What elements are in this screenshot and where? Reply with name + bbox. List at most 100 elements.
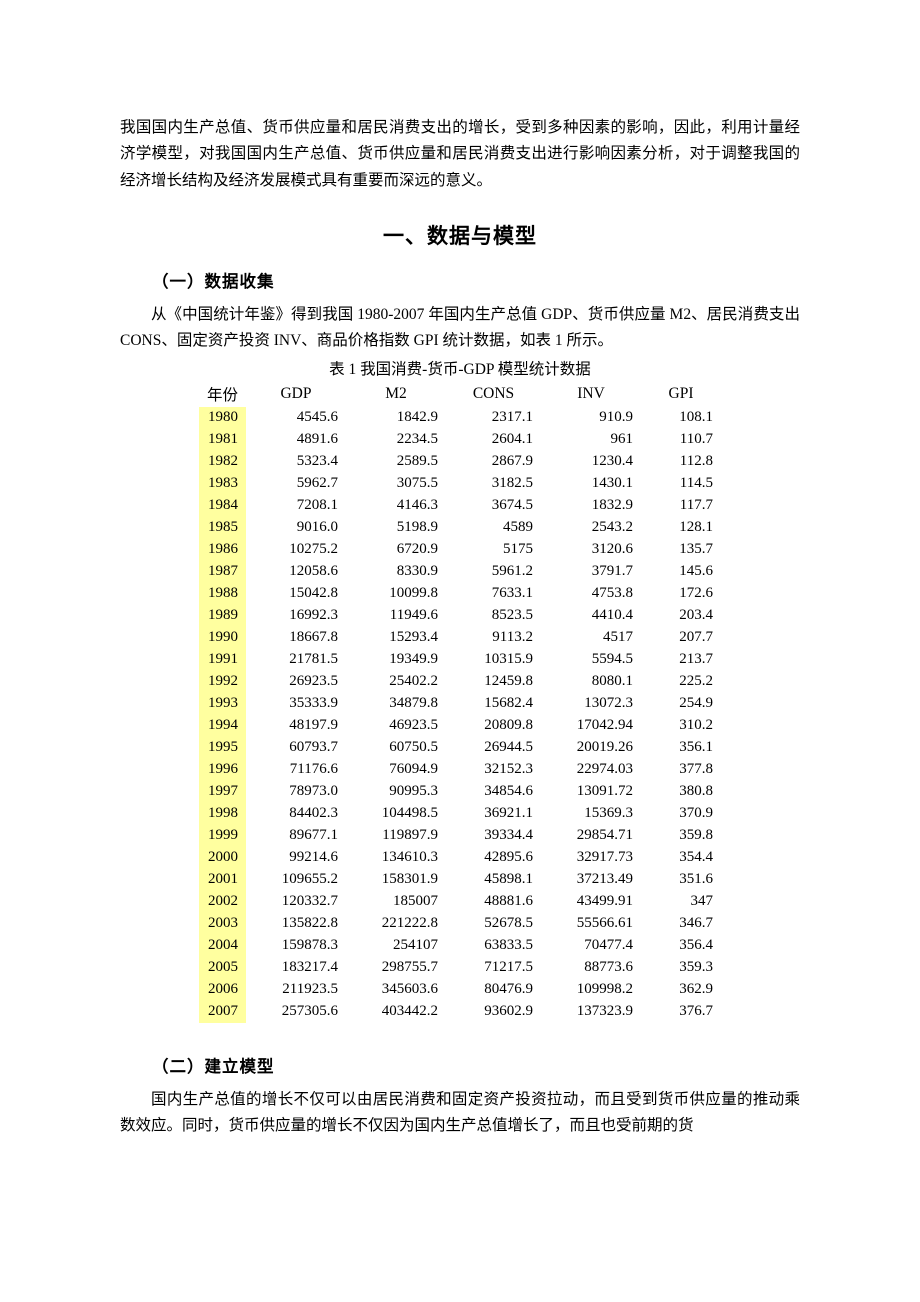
table-row: 199560793.760750.526944.520019.26356.1 xyxy=(199,737,721,759)
year-cell: 1991 xyxy=(199,649,246,671)
col-header-gpi: GPI xyxy=(641,381,721,407)
data-cell: 19349.9 xyxy=(346,649,446,671)
year-cell: 2001 xyxy=(199,869,246,891)
data-cell: 29854.71 xyxy=(541,825,641,847)
data-cell: 211923.5 xyxy=(246,979,346,1001)
data-cell: 4753.8 xyxy=(541,583,641,605)
data-cell: 12459.8 xyxy=(446,671,541,693)
data-cell: 3120.6 xyxy=(541,539,641,561)
data-cell: 25402.2 xyxy=(346,671,446,693)
data-cell: 99214.6 xyxy=(246,847,346,869)
data-cell: 351.6 xyxy=(641,869,721,891)
table-row: 2002120332.718500748881.643499.91347 xyxy=(199,891,721,913)
data-cell: 7208.1 xyxy=(246,495,346,517)
year-cell: 1992 xyxy=(199,671,246,693)
data-cell: 4891.6 xyxy=(246,429,346,451)
data-cell: 15293.4 xyxy=(346,627,446,649)
data-cell: 3791.7 xyxy=(541,561,641,583)
year-cell: 1988 xyxy=(199,583,246,605)
year-cell: 1999 xyxy=(199,825,246,847)
data-cell: 359.3 xyxy=(641,957,721,979)
table-row: 198815042.810099.87633.14753.8172.6 xyxy=(199,583,721,605)
data-cell: 109998.2 xyxy=(541,979,641,1001)
data-cell: 362.9 xyxy=(641,979,721,1001)
table-row: 199884402.3104498.536921.115369.3370.9 xyxy=(199,803,721,825)
year-cell: 1997 xyxy=(199,781,246,803)
data-cell: 183217.4 xyxy=(246,957,346,979)
data-cell: 52678.5 xyxy=(446,913,541,935)
data-cell: 22974.03 xyxy=(541,759,641,781)
data-cell: 120332.7 xyxy=(246,891,346,913)
data-cell: 89677.1 xyxy=(246,825,346,847)
data-cell: 172.6 xyxy=(641,583,721,605)
data-cell: 10275.2 xyxy=(246,539,346,561)
subsection-1-title: （一）数据收集 xyxy=(120,268,800,292)
data-cell: 4410.4 xyxy=(541,605,641,627)
data-cell: 20019.26 xyxy=(541,737,641,759)
data-cell: 15682.4 xyxy=(446,693,541,715)
data-cell: 3674.5 xyxy=(446,495,541,517)
data-cell: 80476.9 xyxy=(446,979,541,1001)
table-row: 19847208.14146.33674.51832.9117.7 xyxy=(199,495,721,517)
data-cell: 71176.6 xyxy=(246,759,346,781)
data-cell: 37213.49 xyxy=(541,869,641,891)
data-cell: 13072.3 xyxy=(541,693,641,715)
table-row: 199226923.525402.212459.88080.1225.2 xyxy=(199,671,721,693)
data-cell: 345603.6 xyxy=(346,979,446,1001)
data-cell: 346.7 xyxy=(641,913,721,935)
year-cell: 1981 xyxy=(199,429,246,451)
table-row: 2007257305.6403442.293602.9137323.9376.7 xyxy=(199,1001,721,1023)
data-cell: 55566.61 xyxy=(541,913,641,935)
year-cell: 2003 xyxy=(199,913,246,935)
data-cell: 76094.9 xyxy=(346,759,446,781)
table-header-row: 年份 GDP M2 CONS INV GPI xyxy=(199,381,721,407)
data-cell: 34879.8 xyxy=(346,693,446,715)
data-cell: 9016.0 xyxy=(246,517,346,539)
data-cell: 9113.2 xyxy=(446,627,541,649)
table-row: 199335333.934879.815682.413072.3254.9 xyxy=(199,693,721,715)
data-cell: 4589 xyxy=(446,517,541,539)
data-cell: 2867.9 xyxy=(446,451,541,473)
table-row: 19804545.61842.92317.1910.9108.1 xyxy=(199,407,721,429)
data-intro-paragraph: 从《中国统计年鉴》得到我国 1980-2007 年国内生产总值 GDP、货币供应… xyxy=(120,302,800,355)
data-cell: 35333.9 xyxy=(246,693,346,715)
data-cell: 6720.9 xyxy=(346,539,446,561)
data-cell: 21781.5 xyxy=(246,649,346,671)
data-cell: 13091.72 xyxy=(541,781,641,803)
table-row: 199989677.1119897.939334.429854.71359.8 xyxy=(199,825,721,847)
data-cell: 11949.6 xyxy=(346,605,446,627)
col-header-m2: M2 xyxy=(346,381,446,407)
data-cell: 2234.5 xyxy=(346,429,446,451)
data-cell: 15369.3 xyxy=(541,803,641,825)
section-title: 一、数据与模型 xyxy=(120,220,800,250)
data-cell: 910.9 xyxy=(541,407,641,429)
data-cell: 377.8 xyxy=(641,759,721,781)
data-cell: 213.7 xyxy=(641,649,721,671)
data-cell: 403442.2 xyxy=(346,1001,446,1023)
year-cell: 1985 xyxy=(199,517,246,539)
data-cell: 84402.3 xyxy=(246,803,346,825)
year-cell: 1980 xyxy=(199,407,246,429)
table-row: 2001109655.2158301.945898.137213.49351.6 xyxy=(199,869,721,891)
year-cell: 1986 xyxy=(199,539,246,561)
data-cell: 137323.9 xyxy=(541,1001,641,1023)
data-cell: 2317.1 xyxy=(446,407,541,429)
table-row: 199018667.815293.49113.24517207.7 xyxy=(199,627,721,649)
data-cell: 4545.6 xyxy=(246,407,346,429)
data-cell: 117.7 xyxy=(641,495,721,517)
data-cell: 356.4 xyxy=(641,935,721,957)
data-cell: 119897.9 xyxy=(346,825,446,847)
table-body: 19804545.61842.92317.1910.9108.119814891… xyxy=(199,407,721,1023)
data-cell: 109655.2 xyxy=(246,869,346,891)
data-cell: 7633.1 xyxy=(446,583,541,605)
data-cell: 32152.3 xyxy=(446,759,541,781)
table-row: 199448197.946923.520809.817042.94310.2 xyxy=(199,715,721,737)
data-cell: 135.7 xyxy=(641,539,721,561)
table-row: 2004159878.325410763833.570477.4356.4 xyxy=(199,935,721,957)
table-row: 198712058.68330.95961.23791.7145.6 xyxy=(199,561,721,583)
data-cell: 135822.8 xyxy=(246,913,346,935)
data-cell: 298755.7 xyxy=(346,957,446,979)
data-cell: 356.1 xyxy=(641,737,721,759)
year-cell: 1984 xyxy=(199,495,246,517)
year-cell: 1989 xyxy=(199,605,246,627)
